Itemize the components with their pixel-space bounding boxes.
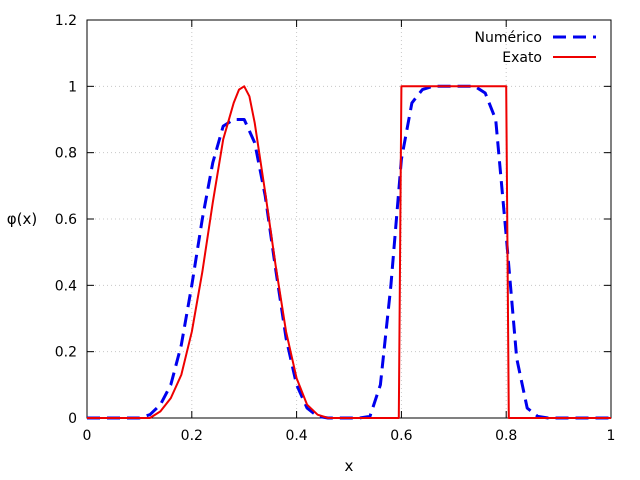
y-tick-label: 0 [68, 411, 77, 427]
x-tick-label: 0.2 [181, 428, 203, 444]
y-tick-label: 0.2 [55, 345, 77, 361]
x-tick-label: 0.6 [390, 428, 412, 444]
y-tick-label: 1 [68, 79, 77, 95]
y-axis-label: φ(x) [7, 210, 37, 228]
series-line-2 [87, 85, 611, 419]
y-tick-label: 0.8 [55, 146, 77, 162]
legend-label-2: Exato [502, 50, 542, 66]
x-tick-label: 1 [607, 428, 616, 444]
x-tick-label: 0 [83, 428, 92, 444]
y-tick-label: 1.2 [55, 13, 77, 29]
legend-label-1: Numérico [474, 30, 542, 46]
x-tick-label: 0.8 [495, 428, 517, 444]
axis-ticks: 0 0.2 0.4 0.6 0.8 1 0 0.2 0.4 0.6 0.8 1 1.2 [55, 13, 616, 444]
series-line-1 [87, 84, 611, 420]
x-tick-label: 0.4 [285, 428, 307, 444]
series-lines [87, 84, 611, 420]
y-tick-label: 0.4 [55, 278, 77, 294]
x-axis-label: x [345, 457, 354, 475]
legend: Numérico Exato [474, 30, 596, 66]
y-tick-label: 0.6 [55, 212, 77, 228]
plot-frame [86, 19, 612, 419]
grid [87, 20, 611, 418]
